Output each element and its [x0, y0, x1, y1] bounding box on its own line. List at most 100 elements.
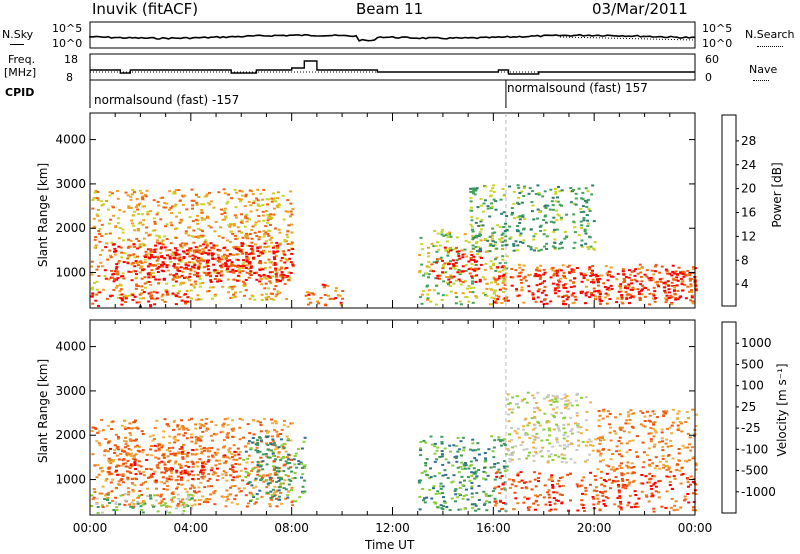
power-cell: [455, 236, 459, 239]
power-cell: [643, 273, 647, 276]
power-cell: [102, 203, 105, 206]
power-cell: [630, 279, 633, 282]
power-cell: [223, 253, 227, 256]
power-cell: [266, 233, 270, 235]
velocity-cell: [91, 426, 95, 429]
velocity-cell: [419, 449, 423, 452]
power-cell: [514, 269, 518, 272]
power-cell: [542, 289, 546, 292]
power-cell: [154, 278, 158, 281]
power-cell: [149, 276, 153, 279]
velocity-cell: [193, 503, 197, 506]
power-cell: [674, 298, 678, 301]
power-cell: [236, 279, 240, 282]
velocity-cell: [234, 463, 238, 465]
velocity-cell: [168, 450, 172, 453]
power-cell: [492, 198, 496, 201]
velocity-cell: [510, 438, 514, 441]
velocity-cell: [239, 490, 243, 493]
power-cell: [173, 276, 177, 278]
velocity-cell: [145, 468, 148, 470]
power-cell: [539, 300, 543, 303]
power-cell: [225, 239, 229, 242]
power-cell: [502, 287, 505, 290]
power-cell: [557, 290, 561, 293]
power-cell: [138, 202, 142, 205]
velocity-cell: [175, 507, 178, 510]
velocity-cell: [154, 499, 158, 502]
velocity-cell: [428, 488, 432, 491]
velocity-cell: [549, 453, 553, 456]
velocity-cell: [293, 471, 297, 474]
velocity-cell: [101, 485, 105, 488]
velocity-cell: [246, 423, 250, 426]
velocity-cell: [681, 444, 685, 447]
power-cell: [492, 264, 496, 266]
power-cell: [174, 236, 178, 239]
velocity-cell: [168, 435, 172, 438]
power-cell: [467, 260, 471, 263]
velocity-cell: [291, 422, 295, 425]
power-cell: [159, 218, 163, 221]
velocity-cell: [259, 464, 263, 467]
power-cell: [679, 272, 683, 275]
power-cell: [494, 270, 498, 272]
velocity-cell: [163, 418, 167, 421]
velocity-cell: [562, 424, 566, 426]
power-cell: [645, 269, 649, 272]
power-cell: [128, 294, 131, 297]
velocity-cell: [686, 481, 690, 484]
velocity-cell: [294, 500, 298, 503]
power-cell: [557, 186, 560, 188]
velocity-cell: [553, 454, 557, 457]
velocity-cell: [649, 440, 653, 443]
velocity-cell: [165, 477, 169, 480]
velocity-cell: [151, 434, 155, 437]
power-cell: [163, 257, 167, 260]
power-cell: [256, 247, 260, 250]
velocity-cell: [471, 503, 474, 506]
power-cell: [609, 266, 613, 269]
power-cell: [284, 257, 288, 260]
power-cell: [289, 243, 293, 246]
velocity-cell: [222, 439, 226, 442]
power-cell: [483, 278, 487, 281]
power-cell: [536, 275, 540, 278]
power-cell: [95, 213, 99, 216]
power-cell: [143, 261, 147, 264]
power-cell: [555, 274, 559, 277]
power-cell: [563, 230, 567, 233]
velocity-cell: [525, 487, 529, 490]
velocity-cell: [628, 449, 632, 451]
velocity-cell: [258, 450, 262, 453]
velocity-cell: [156, 494, 160, 497]
power-cell: [565, 298, 569, 301]
power-cell: [323, 303, 327, 306]
power-cell: [432, 289, 436, 292]
power-cell: [454, 261, 458, 264]
power-cell: [175, 272, 179, 275]
power-cell: [467, 285, 471, 287]
velocity-cell: [111, 499, 115, 502]
velocity-cell: [206, 428, 210, 431]
power-cell: [629, 273, 632, 276]
velocity-cell: [429, 467, 432, 470]
velocity-cell: [641, 424, 645, 427]
power-cell: [193, 262, 197, 265]
power-cell: [669, 294, 673, 297]
velocity-cell: [604, 496, 608, 498]
power-cell: [509, 236, 513, 239]
velocity-cell: [282, 442, 286, 445]
velocity-cell: [507, 413, 511, 416]
power-cell: [490, 234, 494, 237]
velocity-cell: [215, 459, 219, 462]
velocity-cell: [301, 492, 305, 495]
velocity-cell: [519, 444, 523, 447]
velocity-cell: [534, 447, 538, 450]
power-cell: [580, 273, 583, 276]
velocity-cell: [533, 435, 537, 438]
power-cell: [561, 296, 565, 298]
power-cell: [515, 288, 518, 291]
velocity-cell: [617, 491, 621, 494]
